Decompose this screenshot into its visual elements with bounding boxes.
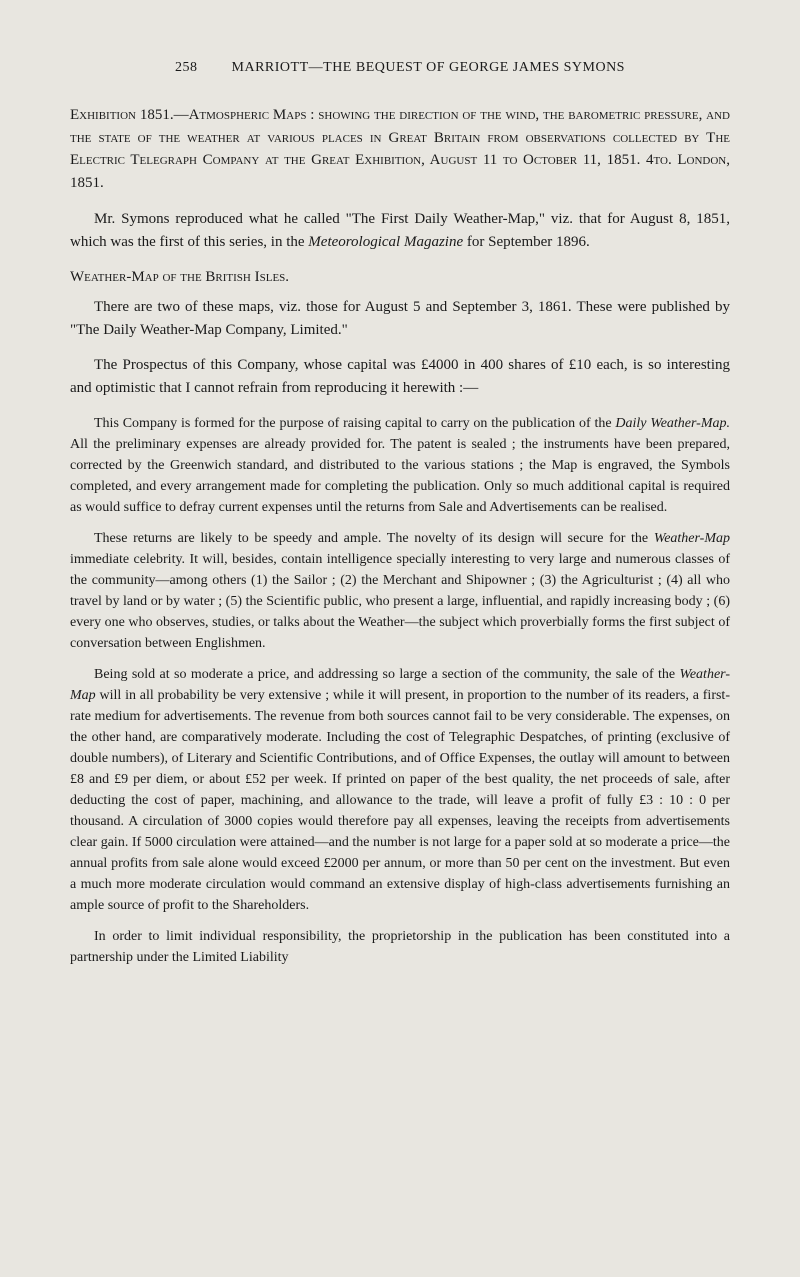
sub1-text-b: All the preliminary expenses are already… — [70, 437, 730, 515]
section-title: Weather-Map of the British Isles. — [70, 269, 730, 286]
prospectus-para-3: Being sold at so moderate a price, and a… — [70, 664, 730, 916]
running-head: MARRIOTT—THE BEQUEST OF GEORGE JAMES SYM… — [232, 60, 625, 75]
sub2-italic: Weather-Map — [654, 531, 730, 546]
para1-text-b: for September 1896. — [463, 234, 590, 250]
page-header: 258 MARRIOTT—THE BEQUEST OF GEORGE JAMES… — [70, 60, 730, 76]
paragraph-2: There are two of these maps, viz. those … — [70, 296, 730, 343]
sub2-text-a: These returns are likely to be speedy an… — [94, 531, 654, 546]
exhibition-heading: Exhibition 1851.—Atmospheric Maps : show… — [70, 104, 730, 194]
sub3-text-b: will in all probability be very extensiv… — [70, 688, 730, 913]
prospectus-para-1: This Company is formed for the purpose o… — [70, 413, 730, 518]
para1-italic: Meteorological Magazine — [308, 234, 463, 250]
prospectus-para-2: These returns are likely to be speedy an… — [70, 528, 730, 654]
sub1-text-a: This Company is formed for the purpose o… — [94, 416, 615, 431]
paragraph-3: The Prospectus of this Company, whose ca… — [70, 354, 730, 401]
sub3-text-a: Being sold at so moderate a price, and a… — [94, 667, 679, 682]
page-number: 258 — [175, 60, 198, 75]
paragraph-intro: Mr. Symons reproduced what he called "Th… — [70, 208, 730, 255]
prospectus-para-4: In order to limit individual responsibil… — [70, 926, 730, 968]
sub1-italic: Daily Weather-Map. — [615, 416, 730, 431]
page-container: 258 MARRIOTT—THE BEQUEST OF GEORGE JAMES… — [0, 0, 800, 1028]
sub2-text-b: immediate celebrity. It will, besides, c… — [70, 552, 730, 651]
